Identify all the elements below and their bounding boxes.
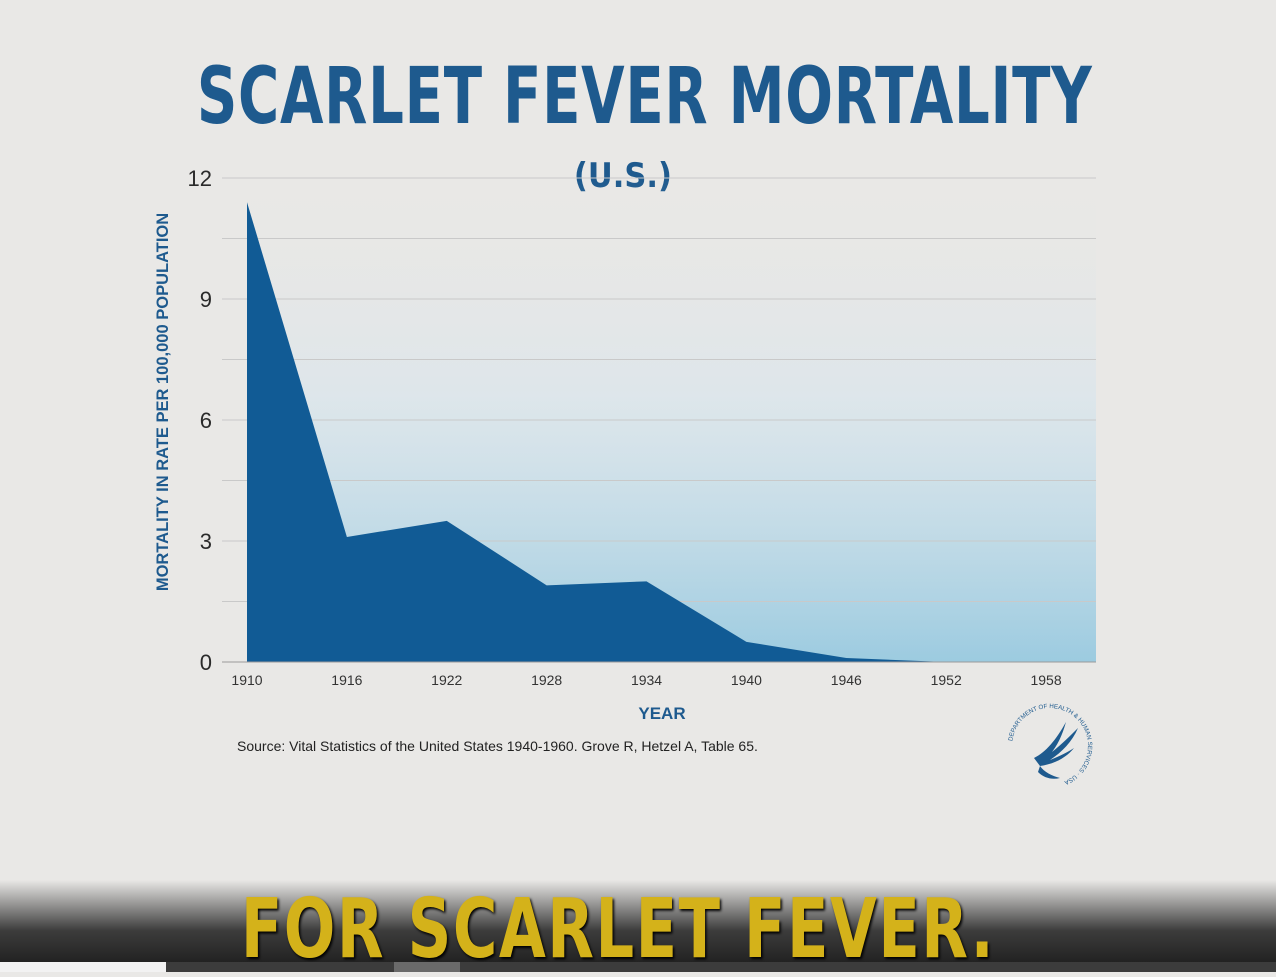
series-area	[247, 202, 1096, 662]
x-tick-label: 1958	[1030, 672, 1061, 688]
video-progress-played	[0, 962, 166, 972]
svg-text:DEPARTMENT OF HEALTH & HUMAN S: DEPARTMENT OF HEALTH & HUMAN SERVICES · …	[1007, 703, 1093, 786]
source-note: Source: Vital Statistics of the United S…	[237, 738, 758, 754]
x-tick-label: 1928	[531, 672, 562, 688]
y-tick-label: 6	[200, 408, 212, 433]
x-tick-label: 1946	[831, 672, 862, 688]
video-progress-buffer	[394, 962, 460, 972]
x-axis-label: YEAR	[638, 704, 685, 723]
y-tick-label: 9	[200, 287, 212, 312]
x-tick-labels: 1910 1916 1922 1928 1934 1940 1946 1952 1958	[231, 672, 1061, 688]
video-caption: FOR SCARLET FEVER.	[240, 882, 996, 977]
y-tick-labels: 0 3 6 9 12	[188, 166, 212, 675]
hhs-seal-icon: DEPARTMENT OF HEALTH & HUMAN SERVICES · …	[1007, 703, 1093, 786]
series-area-layer	[222, 202, 1096, 663]
y-tick-label: 12	[188, 166, 212, 191]
video-progress-bar[interactable]	[0, 962, 1276, 972]
x-tick-label: 1910	[231, 672, 262, 688]
x-tick-label: 1934	[631, 672, 662, 688]
y-axis-label: MORTALITY IN RATE PER 100,000 POPULATION	[154, 213, 172, 591]
y-tick-label: 3	[200, 529, 212, 554]
video-caption-band	[0, 880, 1276, 972]
x-tick-label: 1922	[431, 672, 462, 688]
x-tick-label: 1952	[931, 672, 962, 688]
y-tick-label: 0	[200, 650, 212, 675]
x-tick-label: 1916	[331, 672, 362, 688]
chart-title: SCARLET FEVER MORTALITY	[196, 52, 1093, 142]
x-tick-label: 1940	[731, 672, 762, 688]
